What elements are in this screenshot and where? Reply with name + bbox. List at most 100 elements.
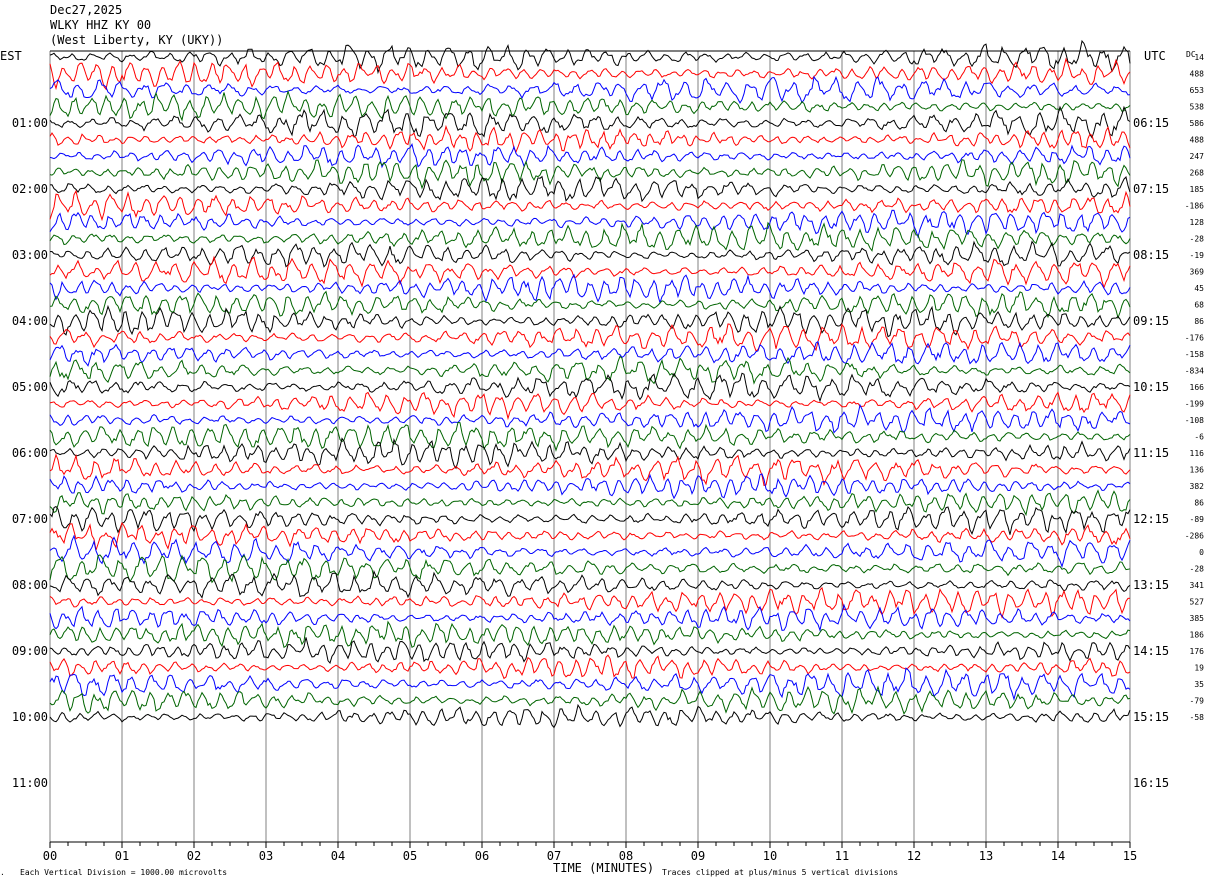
x-tick-label: 08 — [619, 849, 633, 863]
x-tick-label: 05 — [403, 849, 417, 863]
trace-16 — [49, 304, 1131, 338]
dc-offset-8: 185 — [1190, 185, 1205, 194]
x-tick-label: 10 — [763, 849, 777, 863]
trace-24 — [49, 437, 1131, 470]
dc-offset-17: -176 — [1185, 334, 1204, 343]
dc-offset-28: -89 — [1190, 515, 1205, 524]
minute-gridlines — [49, 51, 1131, 842]
trace-34 — [49, 603, 1131, 633]
trace-26 — [49, 473, 1131, 500]
right-hour-label: 13:15 — [1133, 578, 1169, 592]
dc-offset-12: -19 — [1190, 251, 1205, 260]
dc-offset-1: 488 — [1190, 70, 1205, 79]
x-tick-label: 11 — [835, 849, 849, 863]
date-label: Dec27,2025 — [50, 3, 123, 17]
x-tick-label: 12 — [907, 849, 921, 863]
dc-offset-25: 136 — [1190, 466, 1205, 475]
dc-offset-27: 86 — [1194, 499, 1204, 508]
dc-offset-6: 247 — [1190, 152, 1205, 161]
footer-left-mark: . — [0, 868, 5, 877]
trace-4 — [49, 105, 1131, 139]
x-tick-label: 00 — [43, 849, 57, 863]
dc-offset-0: 14 — [1194, 53, 1204, 62]
dc-offset-13: 369 — [1190, 268, 1205, 277]
dc-offset-32: 341 — [1190, 581, 1205, 590]
trace-13 — [49, 255, 1131, 290]
location-label: (West Liberty, KY (UKY)) — [50, 33, 224, 47]
x-tick-label: 15 — [1123, 849, 1137, 863]
seismic-traces — [49, 39, 1131, 729]
right-hour-label: 08:15 — [1133, 248, 1169, 262]
trace-33 — [49, 586, 1131, 619]
dc-offset-11: -28 — [1190, 235, 1205, 244]
dc-offset-29: -286 — [1185, 532, 1204, 541]
trace-14 — [49, 273, 1131, 305]
dc-offset-26: 382 — [1190, 482, 1205, 491]
left-hour-label: 01:00 — [12, 116, 48, 130]
dc-offset-22: -108 — [1185, 416, 1204, 425]
left-hour-label: 09:00 — [12, 644, 48, 658]
trace-7 — [49, 159, 1131, 190]
x-tick-label: 04 — [331, 849, 345, 863]
trace-6 — [49, 142, 1131, 169]
axis-labels: 14 488 653 538 586 488 247 268 185 -186 128 -28 -19 3… — [12, 53, 1204, 863]
dc-offset-7: 268 — [1190, 169, 1205, 178]
x-tick-label: 07 — [547, 849, 561, 863]
trace-1 — [49, 57, 1131, 91]
left-hour-label: 04:00 — [12, 314, 48, 328]
trace-39 — [49, 685, 1131, 715]
trace-23 — [49, 421, 1131, 452]
dc-offset-14: 45 — [1194, 284, 1204, 293]
trace-21 — [49, 391, 1131, 421]
dc-offset-9: -186 — [1185, 202, 1204, 211]
trace-0 — [49, 39, 1131, 75]
dc-offset-2: 653 — [1190, 86, 1205, 95]
trace-28 — [49, 505, 1131, 535]
vertical-division-note: Each Vertical Division = 1000.00 microvo… — [20, 868, 228, 877]
right-hour-label: 06:15 — [1133, 116, 1169, 130]
right-hour-label: 14:15 — [1133, 644, 1169, 658]
dc-label: DC — [1186, 50, 1196, 59]
dc-offset-21: -199 — [1185, 400, 1204, 409]
dc-offset-15: 68 — [1194, 301, 1204, 310]
left-hour-label: 08:00 — [12, 578, 48, 592]
trace-5 — [49, 124, 1131, 154]
trace-29 — [49, 521, 1131, 551]
left-timezone-label: EST — [0, 49, 22, 63]
right-hour-label: 10:15 — [1133, 380, 1169, 394]
dc-offset-19: -834 — [1185, 367, 1204, 376]
dc-offset-18: -158 — [1185, 350, 1204, 359]
dc-offset-4: 586 — [1190, 119, 1205, 128]
dc-offset-20: 166 — [1190, 383, 1205, 392]
trace-25 — [49, 453, 1131, 487]
dc-offset-3: 538 — [1190, 103, 1205, 112]
left-hour-label: 02:00 — [12, 182, 48, 196]
trace-15 — [49, 290, 1131, 320]
dc-offset-33: 527 — [1190, 598, 1205, 607]
dc-offset-5: 488 — [1190, 136, 1205, 145]
trace-37 — [49, 654, 1131, 680]
trace-20 — [49, 372, 1131, 403]
trace-18 — [49, 340, 1131, 367]
trace-12 — [49, 240, 1131, 268]
trace-2 — [49, 75, 1131, 104]
dc-offset-39: -79 — [1190, 697, 1205, 706]
dc-offset-10: 128 — [1190, 218, 1205, 227]
left-hour-label: 06:00 — [12, 446, 48, 460]
time-axis — [49, 50, 1131, 848]
x-tick-label: 06 — [475, 849, 489, 863]
right-hour-label: 09:15 — [1133, 314, 1169, 328]
left-hour-label: 07:00 — [12, 512, 48, 526]
x-tick-label: 02 — [187, 849, 201, 863]
x-tick-label: 03 — [259, 849, 273, 863]
x-axis-title: TIME (MINUTES) — [553, 861, 655, 875]
trace-17 — [49, 323, 1131, 352]
right-hour-label: 11:15 — [1133, 446, 1169, 460]
trace-36 — [49, 637, 1131, 665]
trace-19 — [49, 355, 1131, 385]
dc-offset-16: 86 — [1194, 317, 1204, 326]
right-hour-label: 16:15 — [1133, 776, 1169, 790]
right-timezone-label: UTC — [1144, 49, 1166, 63]
dc-offset-31: -28 — [1190, 565, 1205, 574]
